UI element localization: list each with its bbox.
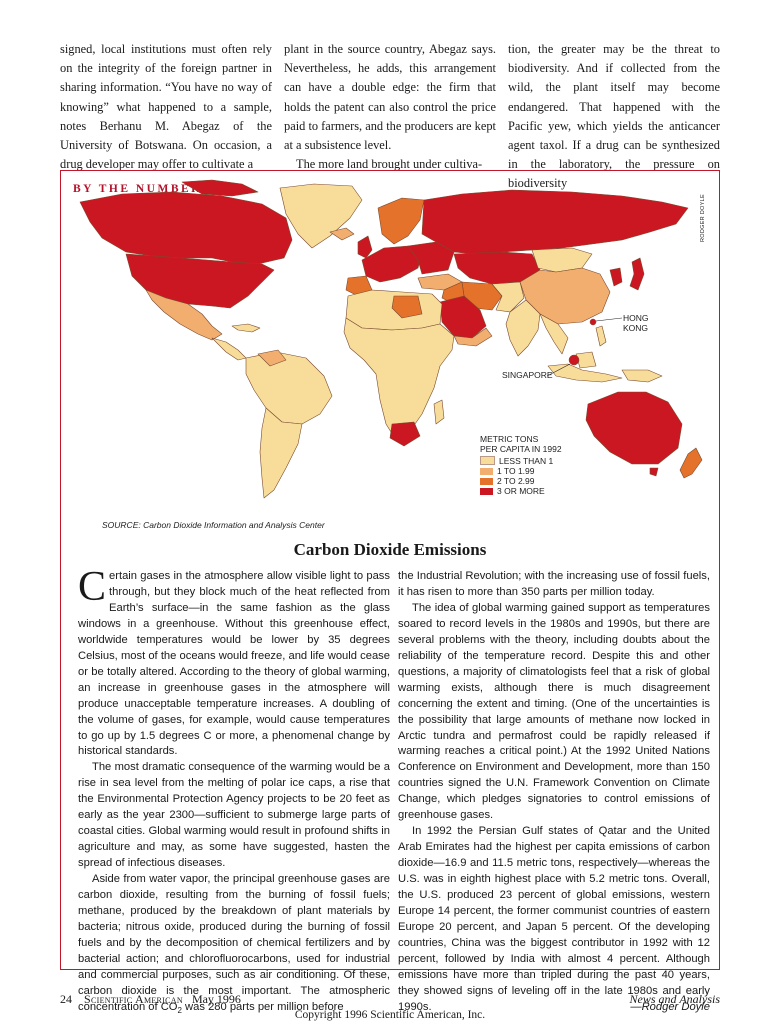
region-new-zealand xyxy=(679,447,703,479)
region-philippines xyxy=(595,325,607,347)
region-saudi-arabia xyxy=(439,295,487,339)
paragraph: plant in the source country, Abegaz says… xyxy=(284,42,496,153)
region-iceland xyxy=(329,227,355,241)
legend-label: LESS THAN 1 xyxy=(499,455,554,466)
region-south-america-north xyxy=(245,351,333,425)
region-sub-saharan-africa xyxy=(343,317,455,441)
region-southeast-asia xyxy=(539,313,569,355)
issue-date: May 1996 xyxy=(191,992,241,1006)
region-south-america-south xyxy=(259,407,303,499)
legend-swatch xyxy=(480,487,493,495)
leader-hong-kong xyxy=(595,317,623,322)
article-column-1: signed, local institutions must often re… xyxy=(60,40,272,171)
footer-section: News and Analysis xyxy=(629,992,720,1006)
region-borneo-sulawesi xyxy=(575,351,597,369)
legend-swatch xyxy=(480,467,493,475)
map-label-hong-kong: HONG KONG xyxy=(623,313,649,333)
legend-item: 3 OR MORE xyxy=(480,486,562,496)
legend-item: LESS THAN 1 xyxy=(480,455,562,466)
paragraph: Aside from water vapor, the principal gr… xyxy=(78,873,390,1015)
region-madagascar xyxy=(433,399,445,425)
region-libya xyxy=(391,295,423,319)
signature: —Rodger Doyle xyxy=(630,1000,710,1013)
region-south-africa xyxy=(389,421,421,447)
marker-hong-kong xyxy=(589,318,597,326)
paragraph: the Industrial Revolution; with the incr… xyxy=(398,570,710,598)
map-label-singapore: SINGAPORE xyxy=(502,370,553,380)
magazine-name: Scientific American xyxy=(84,992,183,1006)
region-caribbean xyxy=(231,323,261,333)
legend-item: 2 TO 2.99 xyxy=(480,476,562,486)
region-indonesia xyxy=(547,363,623,383)
region-scandinavia xyxy=(377,197,425,245)
article-column-2: plant in the source country, Abegaz says… xyxy=(284,40,496,171)
region-japan xyxy=(629,257,645,291)
article-column-3: tion, the greater may be the threat to b… xyxy=(508,40,720,190)
region-mexico xyxy=(145,289,223,341)
legend-label: 2 TO 2.99 xyxy=(497,476,535,486)
drop-cap: C xyxy=(78,564,107,610)
region-russia xyxy=(421,189,689,255)
paragraph: The more land brought under cultiva- xyxy=(296,157,483,172)
region-greenland xyxy=(279,183,363,249)
marker-singapore xyxy=(568,354,580,366)
region-korea xyxy=(609,267,623,287)
legend-swatch xyxy=(480,456,495,465)
paragraph: The most dramatic consequence of the war… xyxy=(78,761,390,870)
world-emissions-map xyxy=(79,179,703,499)
sidebar-title: Carbon Dioxide Emissions xyxy=(293,540,487,559)
copyright: Copyright 1996 Scientific American, Inc. xyxy=(294,1009,486,1021)
paragraph: The idea of global warming gained suppor… xyxy=(398,601,710,822)
region-central-america xyxy=(211,337,247,361)
page-number: 24 xyxy=(60,992,72,1006)
region-venezuela xyxy=(257,349,287,367)
footer-left: 24 Scientific American May 1996 xyxy=(60,992,241,1007)
paragraph: tion, the greater may be the threat to b… xyxy=(508,42,720,191)
legend-item: 1 TO 1.99 xyxy=(480,466,562,476)
region-tasmania xyxy=(649,467,659,477)
sidebar-box xyxy=(60,170,720,970)
region-yemen-oman xyxy=(453,327,493,347)
paragraph: In 1992 the Persian Gulf states of Qatar… xyxy=(398,824,710,1015)
region-arctic-islands xyxy=(181,179,259,197)
legend-title: METRIC TONS PER CAPITA IN 1992 xyxy=(480,434,562,454)
region-western-europe xyxy=(361,245,423,283)
region-united-kingdom xyxy=(357,235,373,259)
legend-label: 1 TO 1.99 xyxy=(497,466,535,476)
map-source: SOURCE: Carbon Dioxide Information and A… xyxy=(102,520,325,530)
region-canada xyxy=(79,191,293,265)
subscript: 2 xyxy=(177,1005,182,1015)
region-australia xyxy=(585,391,683,465)
region-india xyxy=(505,299,541,357)
legend-label: 3 OR MORE xyxy=(497,486,545,496)
legend-swatch xyxy=(480,477,493,485)
leader-singapore xyxy=(546,363,571,377)
region-new-guinea xyxy=(621,369,663,383)
paragraph: signed, local institutions must often re… xyxy=(60,42,272,172)
sidebar-column-2: the Industrial Revolution; with the incr… xyxy=(398,569,710,1016)
map-legend: METRIC TONS PER CAPITA IN 1992 LESS THAN… xyxy=(480,434,562,496)
article-continuation: signed, local institutions must often re… xyxy=(60,40,720,190)
